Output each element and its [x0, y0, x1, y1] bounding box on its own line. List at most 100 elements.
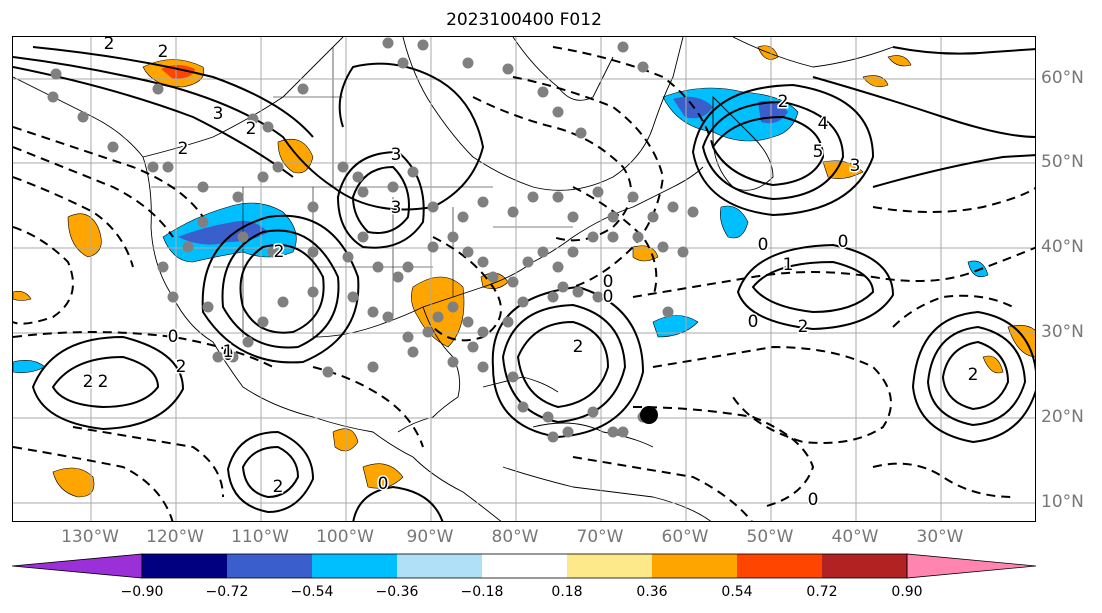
- contour-label: 0: [603, 272, 614, 292]
- colorbar-tick-label: −0.36: [375, 584, 419, 600]
- colorbar-segment: [397, 554, 482, 578]
- latitude-label: 10°N: [1041, 492, 1084, 512]
- blue-shade-region: [652, 315, 699, 338]
- observation-dot: [50, 68, 62, 80]
- observation-dot: [167, 291, 179, 303]
- observation-dot: [202, 301, 214, 313]
- observation-dot: [607, 211, 619, 223]
- observation-dot: [357, 231, 369, 243]
- graticule: [13, 37, 1035, 521]
- contour-label: 0: [223, 345, 234, 365]
- observation-dot: [257, 171, 269, 183]
- colorbar-segment: [652, 554, 737, 578]
- observation-dot: [542, 411, 554, 423]
- contour-label: 3: [391, 198, 402, 218]
- observation-dot: [552, 191, 564, 203]
- contour-label: 3: [213, 104, 224, 124]
- observation-dot: [212, 351, 224, 363]
- observation-dot: [447, 301, 459, 313]
- observation-dot: [402, 331, 414, 343]
- longitude-label: 40°W: [831, 527, 879, 547]
- observation-dot: [337, 161, 349, 173]
- contour-label: 2: [273, 477, 284, 497]
- observation-dot: [352, 171, 364, 183]
- observation-dot: [617, 426, 629, 438]
- observation-dot: [537, 86, 549, 98]
- observation-dot: [547, 431, 559, 443]
- colorbar-segment: [822, 554, 907, 578]
- contour-label: 0: [838, 232, 849, 252]
- contour-label: 2: [274, 242, 285, 262]
- observation-dot: [477, 361, 489, 373]
- colorbar-extend-high: [906, 553, 1036, 579]
- contour-label: 0: [808, 490, 819, 510]
- observation-dot: [262, 121, 274, 133]
- contour-label: 0: [168, 327, 179, 347]
- observation-dot: [342, 251, 354, 263]
- blue-shade-region: [720, 205, 749, 239]
- observation-dot: [107, 141, 119, 153]
- colorbar-segment: [567, 554, 652, 578]
- observation-dot: [247, 113, 259, 125]
- contour-label: 2: [573, 337, 584, 357]
- observation-dot: [382, 37, 394, 49]
- longitude-label: 70°W: [576, 527, 624, 547]
- colorbar-extend-low: [12, 553, 143, 579]
- orange-shade-region: [887, 55, 912, 67]
- red-shade-region: [161, 65, 195, 79]
- orange-shade-region: [632, 245, 659, 262]
- observation-dot: [462, 316, 474, 328]
- observation-dot: [462, 246, 474, 258]
- colorbar-tick-label: 0.36: [636, 584, 668, 600]
- observation-dot: [502, 316, 514, 328]
- observation-dot: [507, 276, 519, 288]
- observation-dot: [242, 336, 254, 348]
- longitude-label: 30°W: [916, 527, 964, 547]
- observation-dot: [575, 127, 587, 139]
- observation-dot: [277, 296, 289, 308]
- colorbar-tick-label: 0.54: [721, 584, 753, 600]
- contour-label: 1: [783, 255, 794, 275]
- orange-shade-region: [862, 75, 889, 88]
- storm-center-marker: [640, 406, 658, 424]
- observation-dot: [587, 406, 599, 418]
- observation-dot: [687, 206, 699, 218]
- observation-sites: [47, 37, 699, 443]
- colorbar-segment: [142, 554, 227, 578]
- observation-dot: [477, 256, 489, 268]
- observation-dot: [462, 57, 474, 69]
- observation-dot: [372, 261, 384, 273]
- longitude-label: 100°W: [316, 527, 374, 547]
- colorbar-tick-label: −0.18: [460, 584, 504, 600]
- observation-dot: [587, 231, 599, 243]
- colorbar: [12, 553, 1036, 579]
- observation-dot: [427, 241, 439, 253]
- contour-label: 0: [603, 287, 614, 307]
- latitude-label: 40°N: [1041, 237, 1084, 257]
- observation-dot: [477, 326, 489, 338]
- observation-dot: [232, 191, 244, 203]
- observation-dot: [347, 291, 359, 303]
- observation-dot: [307, 286, 319, 298]
- observation-dot: [502, 63, 514, 75]
- observation-dot: [407, 166, 419, 178]
- colorbar-segment: [312, 554, 397, 578]
- contour-lines: [13, 46, 1035, 521]
- orange-shade-region: [13, 291, 32, 301]
- observation-dot: [507, 206, 519, 218]
- blue-shade-region: [967, 260, 989, 278]
- observation-dot: [447, 356, 459, 368]
- observation-dot: [367, 361, 379, 373]
- observation-dot: [557, 281, 569, 293]
- observation-dot: [47, 91, 59, 103]
- observation-dot: [147, 161, 159, 173]
- orange-shade-region: [67, 213, 102, 258]
- observation-dot: [467, 341, 479, 353]
- observation-dot: [677, 246, 689, 258]
- observation-dot: [152, 83, 164, 95]
- colorbar-tick-label: −0.90: [120, 584, 164, 600]
- longitude-label: 60°W: [661, 527, 709, 547]
- observation-dot: [162, 161, 174, 173]
- orange-shade-region: [52, 467, 95, 498]
- longitude-label: 80°W: [491, 527, 539, 547]
